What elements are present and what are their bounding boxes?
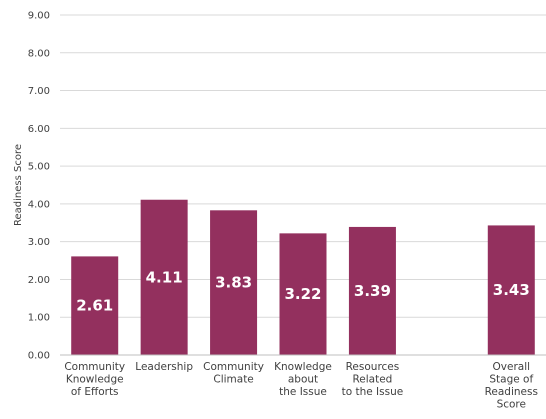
y-tick-label: 1.00	[28, 313, 50, 324]
x-category-label: Community Climate	[203, 361, 264, 386]
y-tick-label: 3.00	[28, 237, 50, 248]
bar-value-label: 4.11	[146, 268, 183, 286]
bar-value-label: 3.43	[493, 281, 530, 299]
bar	[348, 226, 396, 355]
x-category-label: Overall Stage of Readiness Score	[485, 361, 538, 411]
y-tick-label: 6.00	[28, 124, 50, 135]
y-tick-label: 7.00	[28, 86, 50, 97]
x-category-label: Leadership	[135, 361, 193, 373]
x-category-label: Community Knowledge of Efforts	[64, 361, 125, 398]
y-axis-ticks: 0.00 1.00 2.00 3.00 4.00 5.00 6.00 7.00 8.00 9.00	[28, 11, 50, 362]
x-category-label: Knowledge about the Issue	[274, 361, 332, 398]
bar	[487, 225, 535, 355]
bar	[210, 210, 258, 355]
bar-value-label: 3.22	[284, 285, 321, 303]
bar-value-label: 3.83	[215, 274, 252, 292]
bar-value-label: 2.61	[76, 297, 113, 315]
bar	[279, 233, 327, 355]
y-tick-label: 8.00	[28, 48, 50, 59]
y-tick-label: 0.00	[28, 351, 50, 362]
bar	[140, 199, 188, 355]
x-category-label: Resources Related to the Issue	[342, 361, 404, 398]
y-tick-label: 5.00	[28, 162, 50, 173]
y-tick-label: 2.00	[28, 275, 50, 286]
bar-value-label: 3.39	[354, 282, 391, 300]
bar	[71, 256, 119, 355]
bars	[71, 199, 535, 355]
y-tick-label: 9.00	[28, 11, 50, 22]
y-axis-title: Readiness Score	[13, 144, 24, 226]
y-tick-label: 4.00	[28, 199, 50, 210]
data-labels: 2.61 4.11 3.83 3.22 3.39 3.43	[76, 268, 530, 314]
x-axis-categories: Community Knowledge of Efforts Leadership Co…	[64, 361, 538, 411]
